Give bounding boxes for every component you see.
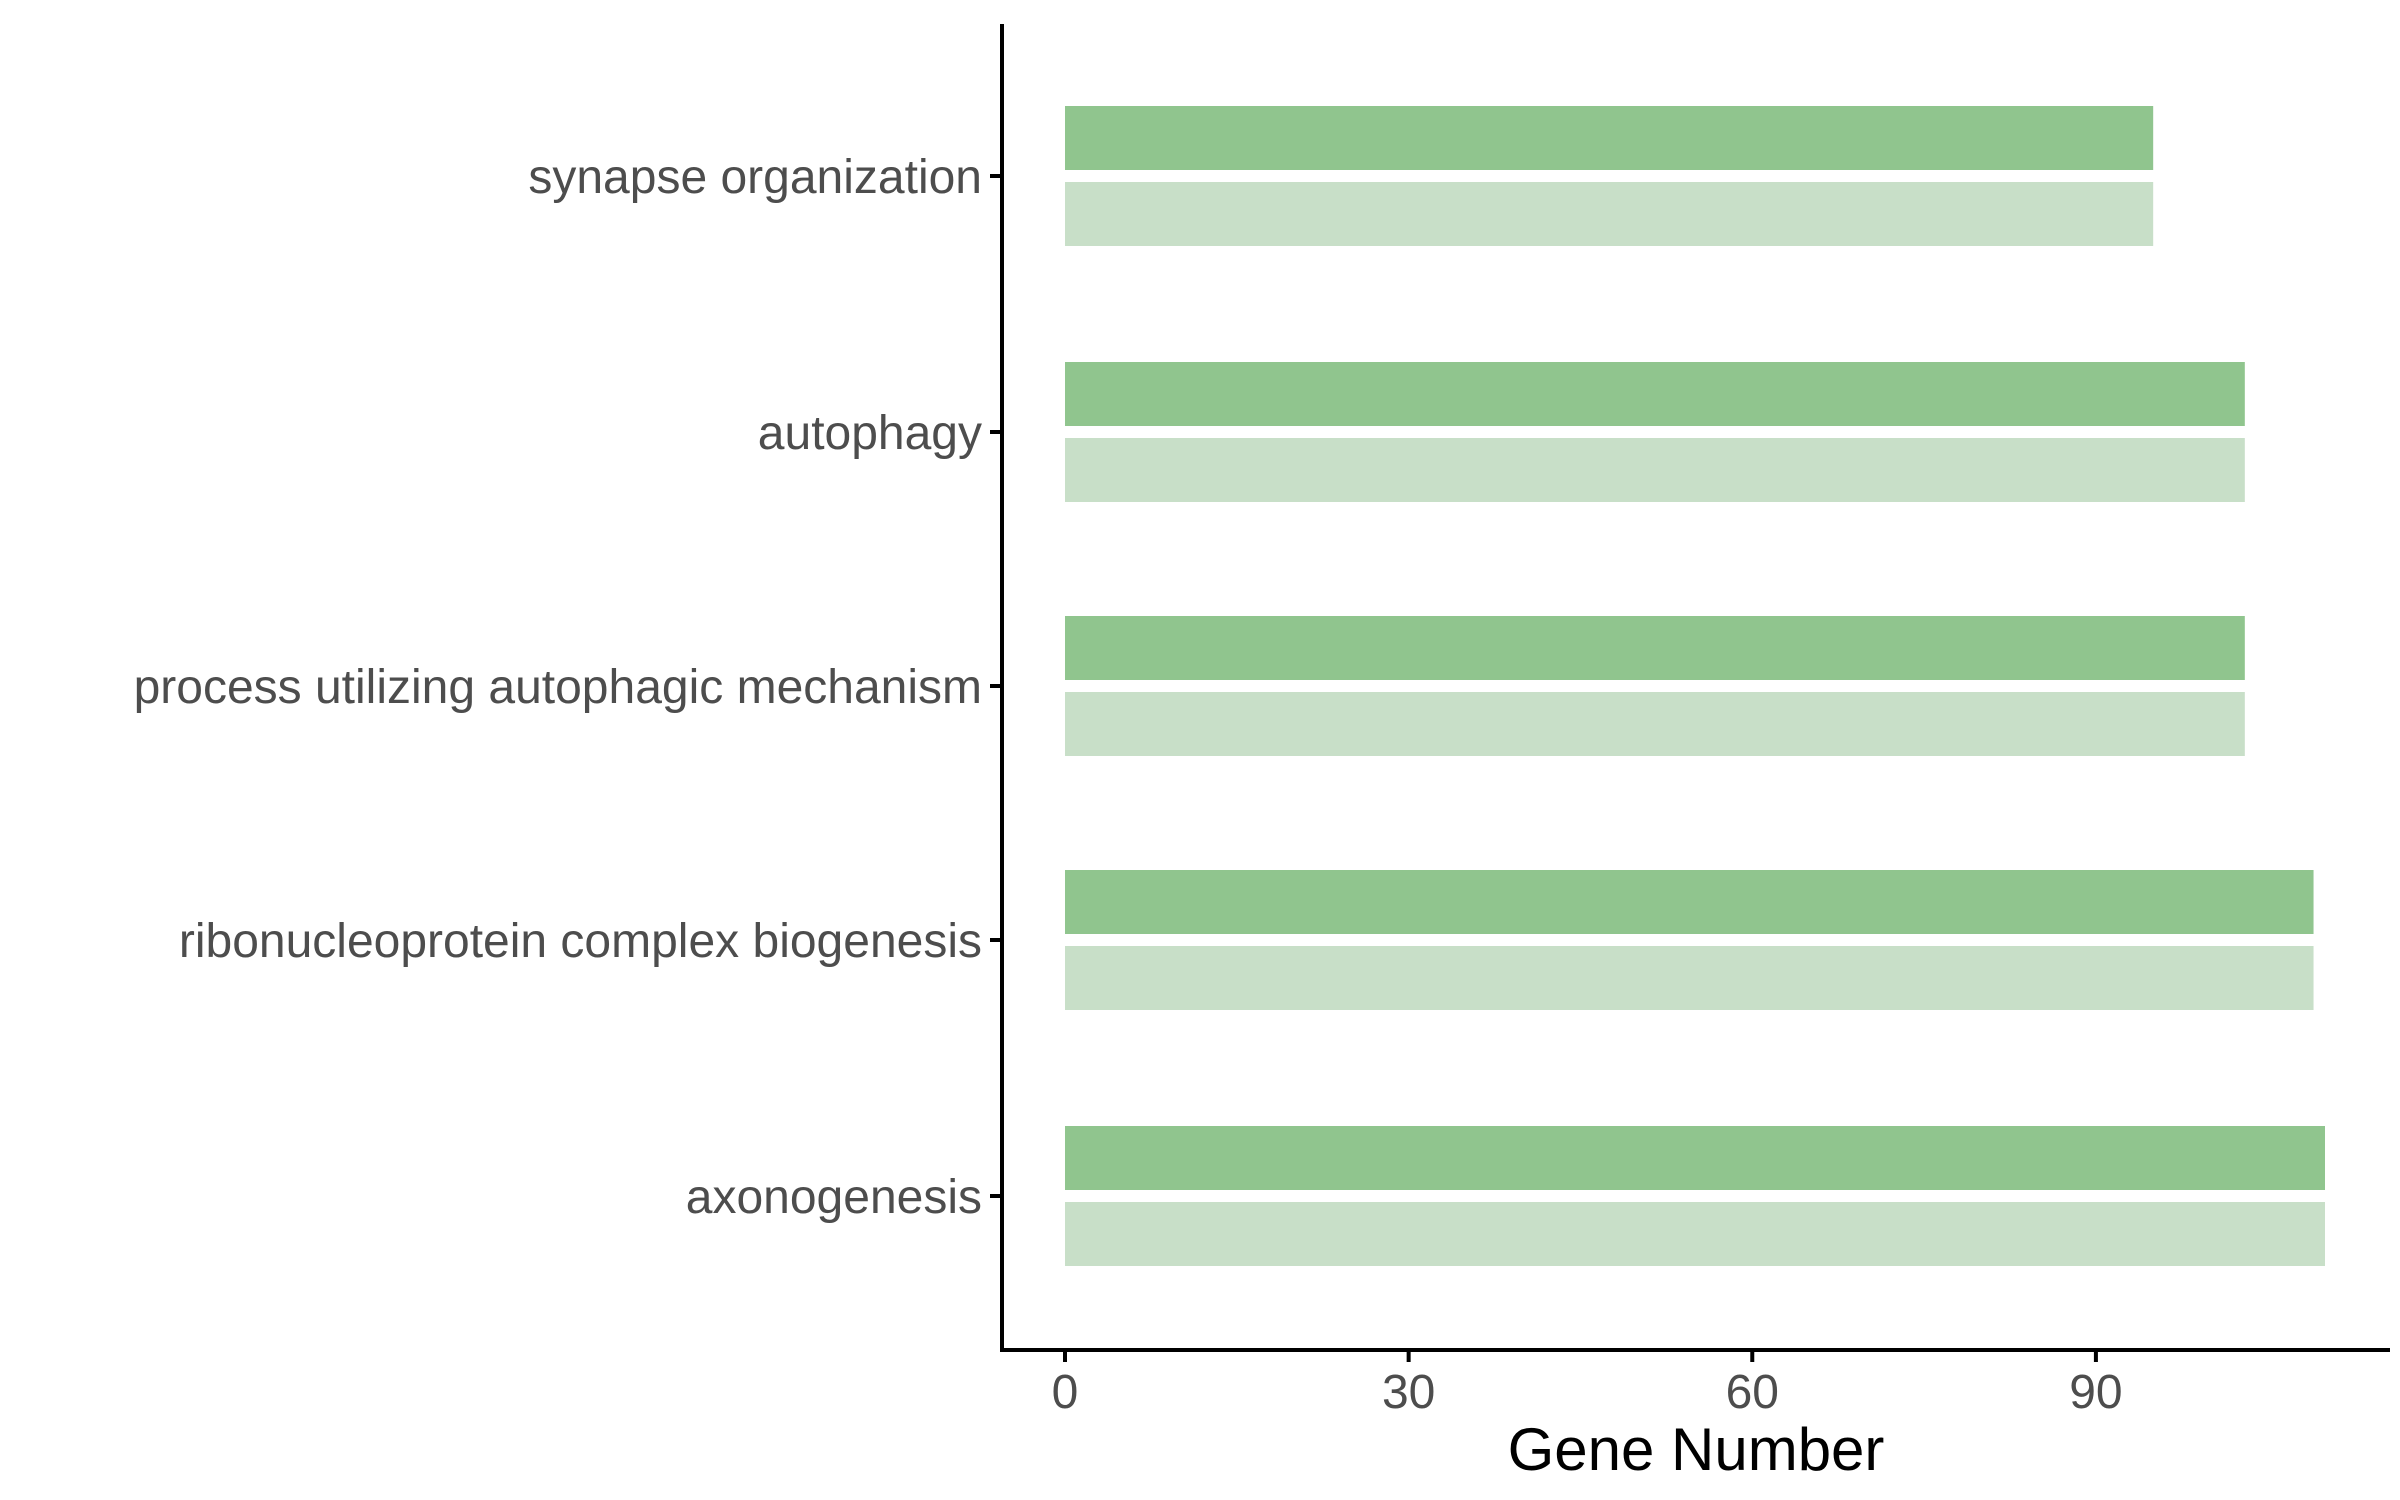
x-tick-label-3: 90 bbox=[2069, 1366, 2122, 1419]
bar-light-4 bbox=[1065, 1202, 2325, 1266]
bars-layer bbox=[1065, 106, 2325, 1266]
y-category-label-4: axonogenesis bbox=[686, 1171, 982, 1224]
y-category-label-3: ribonucleoprotein complex biogenesis bbox=[179, 915, 982, 968]
x-axis-title: Gene Number bbox=[1508, 1416, 1885, 1483]
bar-light-3 bbox=[1065, 946, 2314, 1010]
bar-dark-2 bbox=[1065, 616, 2245, 680]
bar-dark-1 bbox=[1065, 362, 2245, 426]
y-category-labels: synapse organization autophagy process uti… bbox=[134, 151, 1002, 1224]
y-category-label-0: synapse organization bbox=[528, 151, 982, 204]
x-tick-label-1: 30 bbox=[1382, 1366, 1435, 1419]
bar-light-2 bbox=[1065, 692, 2245, 756]
y-category-label-2: process utilizing autophagic mechanism bbox=[134, 661, 982, 714]
bar-light-0 bbox=[1065, 182, 2154, 246]
x-tick-label-0: 0 bbox=[1052, 1366, 1079, 1419]
y-category-label-1: autophagy bbox=[758, 407, 982, 460]
x-tick-label-2: 60 bbox=[1726, 1366, 1779, 1419]
bar-dark-4 bbox=[1065, 1126, 2325, 1190]
x-tick-labels: 0 30 60 90 bbox=[1052, 1350, 2123, 1419]
bar-light-1 bbox=[1065, 438, 2245, 502]
bar-dark-3 bbox=[1065, 870, 2314, 934]
bar-dark-0 bbox=[1065, 106, 2154, 170]
